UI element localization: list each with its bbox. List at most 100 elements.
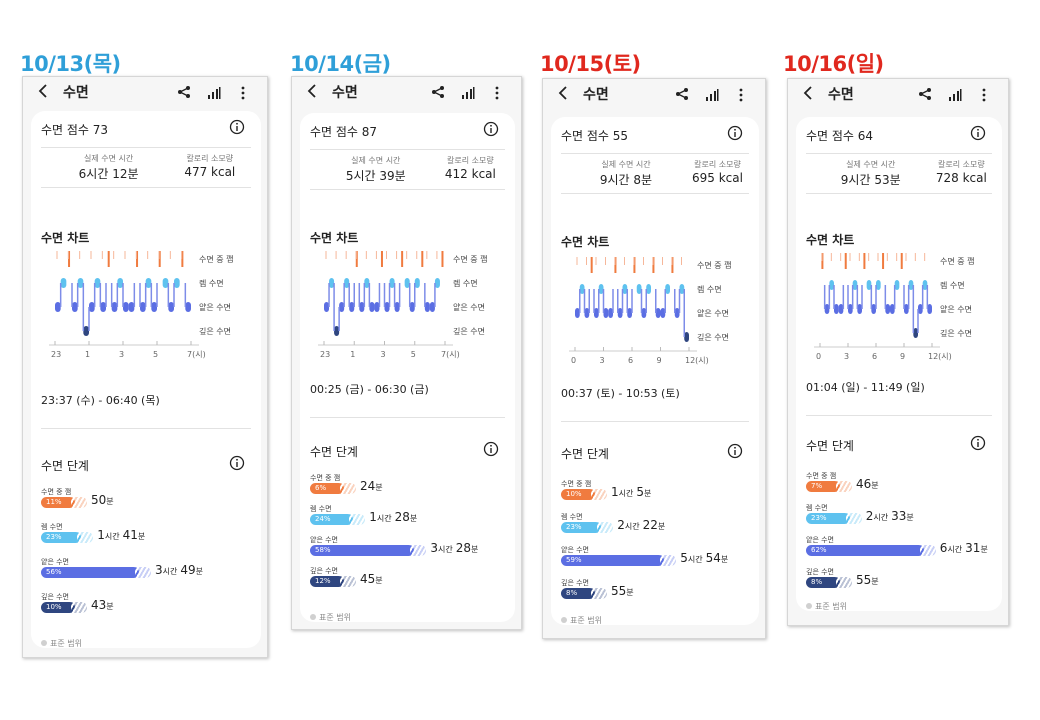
legend-dot-icon — [806, 603, 812, 609]
stage-row-light: 얕은 수면 58% 3시간 28분 — [310, 535, 505, 559]
stage-name: 수면 중 깸 — [41, 488, 72, 496]
stage-range-hatch — [349, 514, 366, 525]
duration-number: 1 — [611, 485, 619, 499]
calories-value: 412 kcal — [444, 167, 496, 181]
rem-segment — [389, 278, 395, 288]
stage-axis-label: 렘 수면 — [199, 278, 224, 288]
rem-segment — [344, 278, 350, 288]
x-tick-label: 3 — [381, 350, 386, 359]
x-tick-label: 9 — [657, 356, 662, 365]
x-tick-label: 7(시) — [441, 350, 460, 359]
info-icon[interactable] — [970, 125, 986, 141]
light-segment — [324, 302, 330, 312]
stage-percent: 62% — [811, 546, 827, 554]
sleep-stages-title: 수면 단계 — [310, 445, 358, 459]
day-heading: 10/16(일) — [783, 52, 884, 76]
rem-segment — [646, 284, 651, 294]
top-bar: 수면 — [788, 79, 1008, 109]
stage-name: 수면 중 깸 — [310, 474, 341, 482]
light-segment — [641, 308, 647, 318]
divider — [41, 187, 251, 188]
bar-chart-icon[interactable] — [207, 85, 221, 99]
duration-number: 55 — [611, 584, 627, 598]
day-heading: 10/13(목) — [20, 52, 121, 76]
stage-name: 깊은 수면 — [806, 568, 834, 576]
duration-unit: 분 — [106, 497, 114, 506]
light-segment — [339, 302, 345, 312]
info-icon[interactable] — [229, 455, 245, 471]
more-vertical-icon[interactable] — [241, 85, 245, 100]
duration-unit: 시간 — [104, 532, 120, 541]
rem-segment — [922, 280, 928, 290]
info-icon[interactable] — [727, 125, 743, 141]
info-icon[interactable] — [970, 435, 986, 451]
duration-unit: 분 — [195, 567, 204, 576]
sleep-time-range: 23:37 (수) - 06:40 (목) — [41, 394, 160, 407]
stage-bar: 10% — [561, 489, 595, 500]
stage-axis-label: 얕은 수면 — [199, 302, 231, 312]
x-tick-label: 23 — [51, 350, 61, 359]
light-segment — [890, 304, 895, 314]
duration-unit: 분 — [375, 576, 383, 585]
back-arrow-icon[interactable] — [802, 85, 816, 101]
actual-sleep-label: 실제 수면 시간 — [83, 154, 134, 163]
stage-name: 수면 중 깸 — [561, 480, 592, 488]
duration-unit: 시간 — [618, 489, 634, 498]
light-segment — [100, 302, 106, 312]
more-vertical-icon[interactable] — [495, 85, 499, 100]
more-vertical-icon[interactable] — [982, 87, 986, 102]
back-arrow-icon[interactable] — [306, 83, 320, 99]
bar-chart-icon[interactable] — [948, 87, 962, 101]
stage-range-hatch — [919, 545, 936, 556]
stage-duration: 2시간 22분 — [617, 518, 665, 532]
stage-row-deep: 깊은 수면 12% 45분 — [310, 566, 505, 590]
rem-segment — [404, 278, 410, 288]
share-icon[interactable] — [675, 86, 689, 100]
stage-axis-label: 얕은 수면 — [697, 308, 729, 318]
duration-unit: 분 — [720, 555, 729, 564]
x-tick-label: 6 — [872, 352, 877, 361]
info-icon[interactable] — [727, 443, 743, 459]
back-arrow-icon[interactable] — [37, 83, 51, 99]
screen-title: 수면 — [63, 85, 89, 101]
actual-sleep-value: 9시간 53분 — [840, 173, 901, 187]
x-tick-label: 0 — [816, 352, 821, 361]
light-segment — [151, 302, 157, 312]
duration-number: 33 — [891, 509, 907, 523]
stage-percent: 23% — [811, 514, 827, 522]
light-segment — [374, 302, 380, 312]
stage-bar: 8% — [561, 588, 595, 599]
bar-chart-icon[interactable] — [705, 87, 719, 101]
bar-chart-icon[interactable] — [461, 85, 475, 99]
light-segment — [674, 308, 680, 318]
stage-duration: 46분 — [856, 477, 879, 491]
info-icon[interactable] — [229, 119, 245, 135]
x-tick-label: 3 — [844, 352, 849, 361]
calories-label: 칼로리 소모량 — [186, 154, 234, 163]
duration-number: 3 — [155, 563, 163, 577]
stage-name: 렘 수면 — [310, 505, 332, 513]
duration-unit: 분 — [657, 522, 666, 531]
awake-segment — [181, 251, 184, 267]
light-segment — [349, 302, 355, 312]
day-heading: 10/14(금) — [290, 52, 391, 76]
sleep-score: 수면 점수 55 — [561, 129, 629, 143]
stage-range-hatch — [340, 483, 356, 494]
light-segment — [871, 304, 876, 314]
stage-duration: 2시간 33분 — [866, 509, 914, 523]
back-arrow-icon[interactable] — [557, 85, 571, 101]
stage-axis-label: 수면 중 깸 — [199, 254, 234, 264]
info-icon[interactable] — [483, 121, 499, 137]
share-icon[interactable] — [918, 86, 932, 100]
share-icon[interactable] — [431, 84, 445, 98]
rem-segment — [77, 278, 84, 288]
calories-label: 칼로리 소모량 — [447, 156, 494, 165]
more-vertical-icon[interactable] — [739, 87, 743, 102]
stage-bar: 11% — [41, 497, 75, 508]
light-segment — [89, 302, 95, 312]
stage-name: 깊은 수면 — [41, 593, 69, 601]
info-icon[interactable] — [483, 441, 499, 457]
duration-unit: 분 — [106, 602, 114, 611]
sleep-time-range: 00:25 (금) - 06:30 (금) — [310, 383, 429, 396]
share-icon[interactable] — [177, 84, 191, 98]
